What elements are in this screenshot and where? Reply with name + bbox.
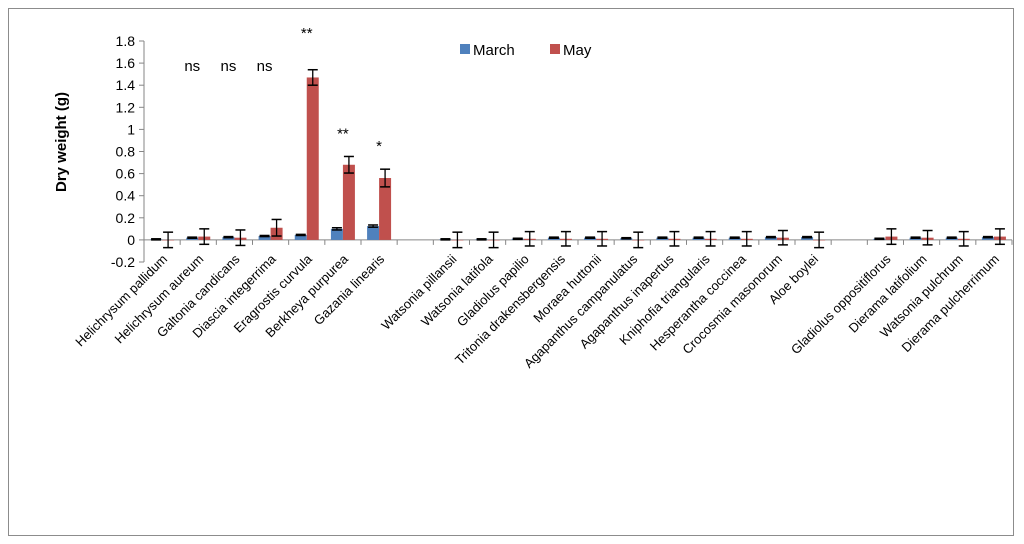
bar-march: [222, 237, 235, 240]
error-bar-may: [886, 228, 897, 246]
y-tick-label: 0.8: [116, 144, 136, 160]
error-bar-march: [368, 224, 379, 228]
error-bar-may: [524, 230, 535, 247]
error-bar-may: [669, 230, 680, 247]
bar-march: [801, 237, 814, 240]
error-bar-march: [874, 237, 885, 241]
bar-march: [367, 226, 380, 240]
error-bar-march: [693, 236, 704, 239]
error-bar-may: [307, 68, 318, 86]
error-bar-march: [259, 234, 270, 238]
y-tick-label: -0.2: [111, 254, 135, 270]
error-bar-may: [705, 230, 716, 247]
y-tick-label: 0.2: [116, 210, 136, 226]
error-bar-march: [585, 236, 596, 239]
error-bar-march: [657, 236, 668, 239]
error-bar-may: [814, 231, 825, 249]
error-bar-march: [295, 233, 306, 237]
error-bar-march: [802, 235, 813, 239]
legend-label-march: March: [473, 42, 515, 59]
bar-may: [342, 164, 355, 240]
error-bar-may: [488, 231, 499, 249]
significance-label: **: [337, 125, 349, 142]
error-bar-may: [994, 228, 1005, 246]
error-bar-may: [235, 229, 246, 247]
error-bar-march: [440, 238, 451, 241]
labels: 1.81.61.41.210.80.60.40.20-0.2Helichrysu…: [72, 25, 1002, 371]
error-bar-may: [560, 230, 571, 247]
error-bar-may: [741, 230, 752, 247]
error-bar-march: [765, 235, 776, 239]
error-bar-may: [633, 231, 644, 249]
bar-march: [330, 228, 343, 240]
bar-march: [764, 237, 777, 240]
error-bar-may: [343, 155, 354, 174]
error-bar-may: [597, 230, 608, 247]
error-bar-march: [910, 236, 921, 239]
error-bar-march: [331, 226, 342, 231]
significance-label: ns: [220, 58, 236, 75]
error-bars: [151, 68, 1005, 249]
error-bar-march: [729, 236, 740, 239]
error-bar-march: [476, 238, 487, 241]
significance-label: ns: [257, 58, 273, 75]
y-tick-label: 1: [127, 121, 135, 137]
error-bar-march: [946, 236, 957, 239]
bars: [150, 77, 1006, 241]
y-tick-label: 1.6: [116, 55, 136, 71]
y-axis-label: Dry weight (g): [53, 92, 70, 192]
axes: [139, 40, 1013, 263]
error-bar-may: [199, 228, 210, 246]
error-bar-march: [223, 235, 234, 239]
error-bar-may: [922, 229, 933, 246]
error-bar-march: [151, 238, 162, 241]
significance-label: *: [376, 138, 382, 155]
y-tick-label: 0.4: [116, 188, 136, 204]
bar-march: [258, 236, 271, 240]
y-tick-label: 0.6: [116, 166, 136, 182]
error-bar-may: [380, 168, 391, 188]
bar-may: [306, 77, 319, 240]
error-bar-march: [982, 235, 993, 239]
legend: March May: [460, 42, 592, 59]
legend-swatch-may: [550, 44, 560, 54]
error-bar-may: [452, 231, 463, 249]
significance-label: **: [301, 25, 313, 42]
error-bar-march: [621, 236, 632, 240]
y-tick-label: 0: [127, 232, 135, 248]
error-bar-may: [271, 218, 282, 237]
error-bar-march: [548, 236, 559, 239]
significance-label: ns: [184, 58, 200, 75]
error-bar-may: [777, 229, 788, 246]
error-bar-may: [958, 230, 969, 247]
bar-march: [981, 237, 994, 240]
error-bar-march: [512, 237, 523, 241]
legend-swatch-march: [460, 44, 470, 54]
y-tick-label: 1.2: [116, 99, 136, 115]
legend-label-may: May: [563, 42, 592, 59]
y-tick-label: 1.4: [116, 77, 136, 93]
bar-march: [294, 234, 307, 240]
error-bar-may: [163, 231, 174, 249]
bar-may: [379, 178, 392, 240]
error-bar-march: [187, 236, 198, 239]
chart-frame: [8, 8, 1014, 536]
y-tick-label: 1.8: [116, 33, 136, 49]
